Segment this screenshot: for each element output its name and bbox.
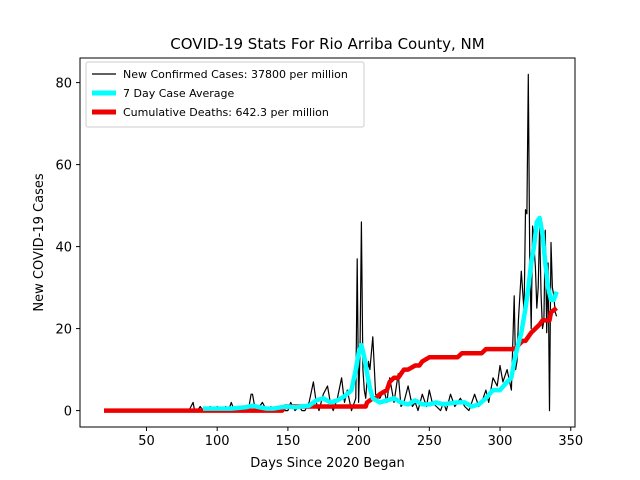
y-axis-ticks: 0 20 40 60 80 — [55, 77, 80, 420]
legend-box — [85, 61, 365, 128]
y-tick-label: 80 — [55, 77, 72, 92]
x-tick-label: 100 — [205, 434, 230, 449]
legend-label-cumulative-deaths: Cumulative Deaths: 642.3 per million — [123, 106, 329, 119]
plot-frame — [79, 57, 576, 428]
y-tick-label: 20 — [55, 323, 72, 338]
x-axis-ticks: 50 100 150 200 250 300 350 — [138, 427, 583, 449]
series-cumulative-deaths-line — [104, 306, 558, 413]
legend-label-new-cases: New Confirmed Cases: 37800 per million — [123, 68, 348, 81]
y-axis-label: New COVID-19 Cases — [32, 173, 47, 311]
y-tick-label: 60 — [55, 159, 72, 174]
x-axis-label: Days Since 2020 Began — [250, 456, 405, 471]
chart-title: COVID-19 Stats For Rio Arriba County, NM — [170, 35, 484, 53]
x-tick-label: 250 — [417, 434, 442, 449]
x-tick-label: 350 — [558, 434, 583, 449]
x-tick-label: 150 — [275, 434, 300, 449]
x-tick-label: 200 — [346, 434, 371, 449]
x-tick-label: 50 — [138, 434, 155, 449]
x-tick-label: 300 — [488, 434, 513, 449]
series-7day-average-line — [203, 215, 559, 411]
y-tick-label: 0 — [64, 405, 72, 420]
legend-label-7day-average: 7 Day Case Average — [123, 87, 235, 100]
legend: New Confirmed Cases: 37800 per million 7… — [85, 61, 365, 128]
y-tick-label: 40 — [55, 241, 72, 256]
series-layer — [104, 73, 559, 413]
